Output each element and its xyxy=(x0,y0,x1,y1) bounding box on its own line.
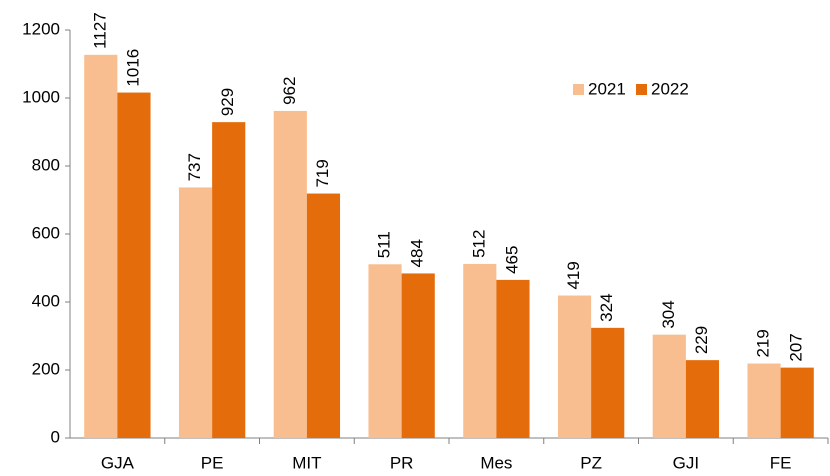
x-tick-label: PE xyxy=(201,453,224,472)
bar xyxy=(685,360,720,438)
bar xyxy=(780,367,814,438)
bar xyxy=(401,273,435,438)
legend-label: 2022 xyxy=(651,79,689,98)
bar xyxy=(84,54,118,438)
bar xyxy=(496,279,530,438)
bar xyxy=(652,334,686,438)
legend-label: 2021 xyxy=(588,79,626,98)
legend-swatch xyxy=(573,84,584,95)
bar xyxy=(368,264,402,438)
y-tick-label: 1200 xyxy=(22,19,60,38)
y-tick-label: 1000 xyxy=(22,87,60,106)
y-tick-label: 600 xyxy=(32,223,60,242)
bar xyxy=(178,187,213,438)
x-tick-label: Mes xyxy=(480,453,512,472)
bar xyxy=(463,263,497,438)
data-label: 484 xyxy=(408,239,427,267)
y-tick-label: 800 xyxy=(32,155,60,174)
data-label: 962 xyxy=(280,77,299,105)
x-tick-label: MIT xyxy=(292,453,321,472)
bar xyxy=(273,110,307,439)
bar xyxy=(117,92,151,438)
x-tick-label: PR xyxy=(390,453,414,472)
y-tick-label: 400 xyxy=(32,291,60,310)
bar xyxy=(591,327,625,438)
y-tick-label: 0 xyxy=(51,427,60,446)
data-label: 324 xyxy=(597,293,616,321)
data-label: 719 xyxy=(313,159,332,187)
data-label: 207 xyxy=(787,333,806,361)
bar xyxy=(557,295,592,438)
data-label: 511 xyxy=(375,231,394,258)
y-tick-label: 200 xyxy=(32,359,60,378)
data-label: 1016 xyxy=(123,49,142,87)
x-tick-label: GJI xyxy=(673,453,699,472)
data-label: 737 xyxy=(185,153,204,181)
data-label: 512 xyxy=(469,230,488,258)
data-label: 465 xyxy=(502,246,521,274)
data-label: 229 xyxy=(692,326,711,354)
data-label: 1127 xyxy=(90,12,109,49)
legend-swatch xyxy=(636,84,647,95)
bar xyxy=(747,363,781,438)
bar xyxy=(306,193,341,438)
bar xyxy=(212,122,246,438)
x-tick-label: PZ xyxy=(580,453,602,472)
x-tick-label: GJA xyxy=(101,453,135,472)
x-tick-label: FE xyxy=(770,453,792,472)
data-label: 219 xyxy=(754,329,773,357)
data-label: 929 xyxy=(218,88,237,116)
data-label: 419 xyxy=(564,261,583,289)
data-label: 304 xyxy=(659,300,678,328)
